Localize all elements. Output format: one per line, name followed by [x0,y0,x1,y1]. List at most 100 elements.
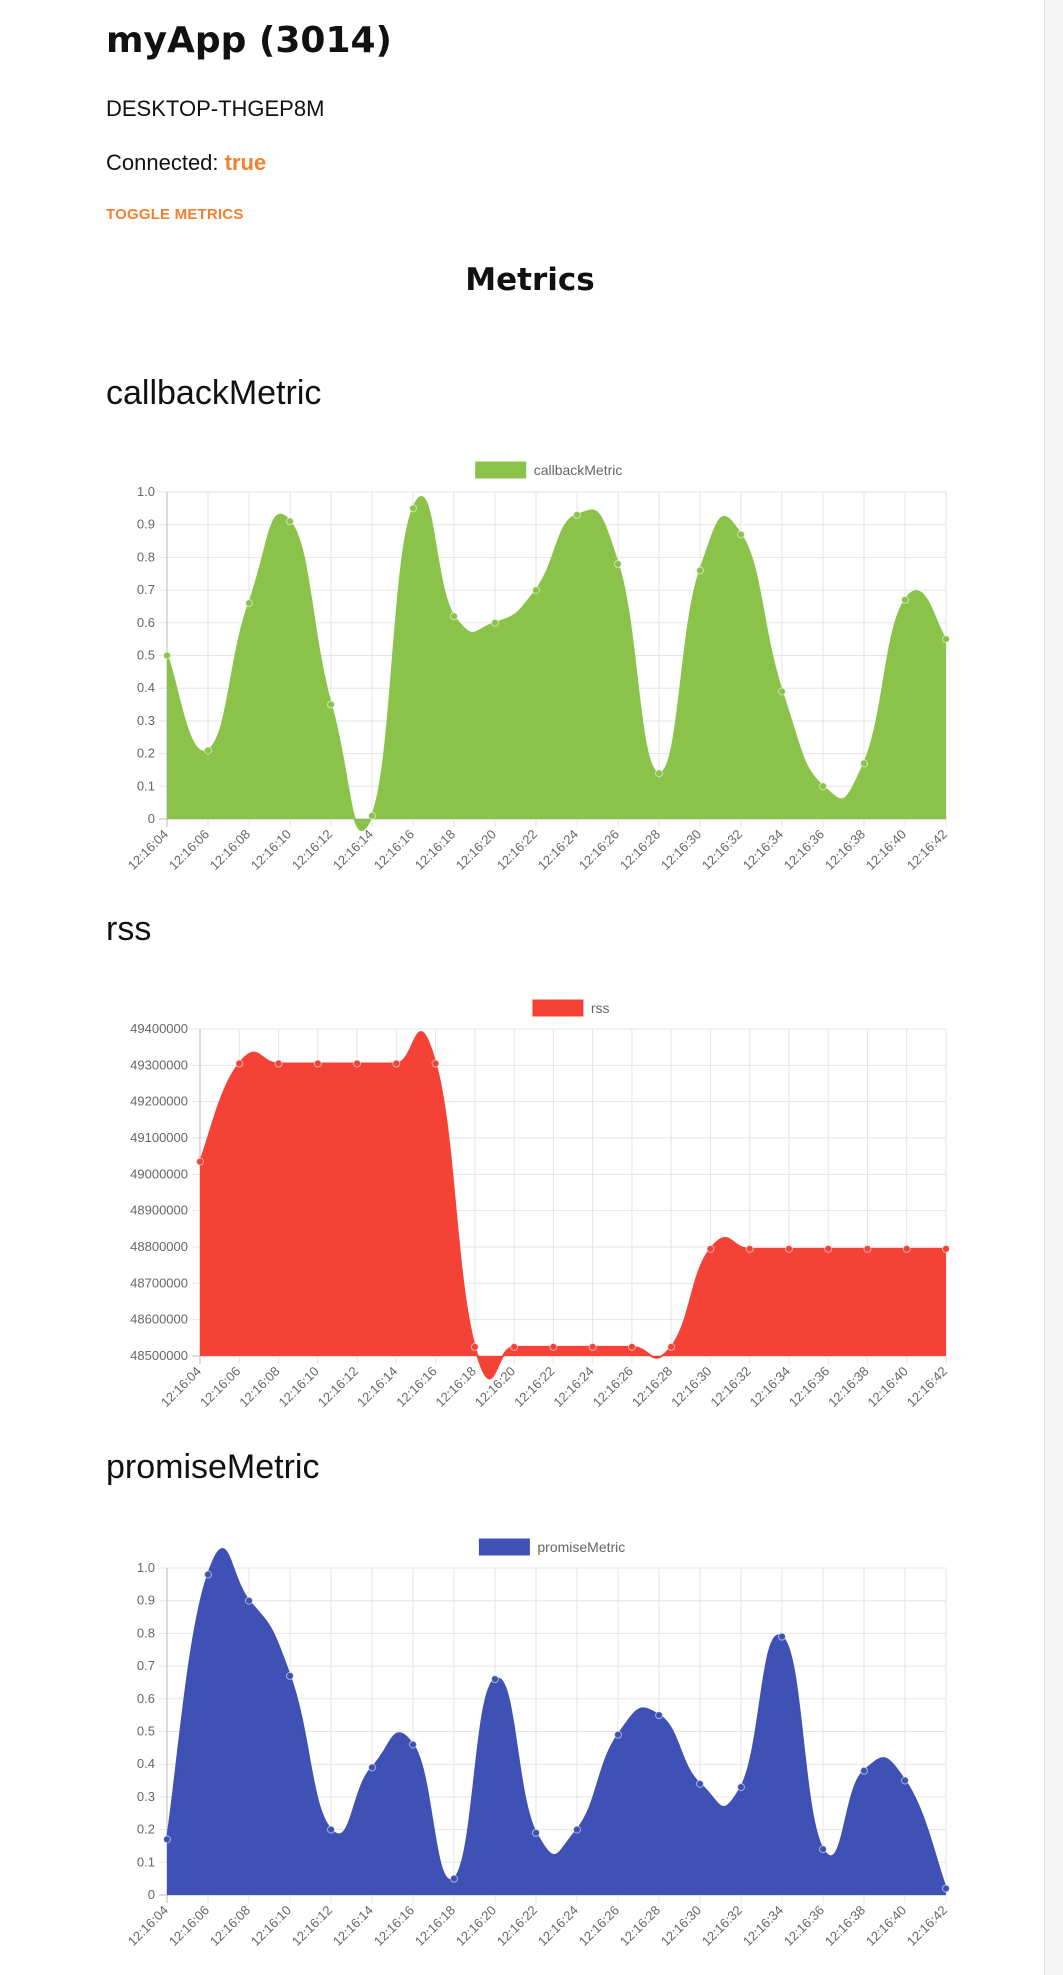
data-point [204,1570,212,1579]
x-tick-label: 12:16:40 [863,1903,909,1949]
x-tick-label: 12:16:42 [904,1364,950,1410]
data-point [286,1671,294,1680]
series-area [167,1549,946,1895]
legend-label: callbackMetric [534,462,623,478]
data-point [368,811,376,820]
rss-chart: rss 48500000 48600000 48700000 48800000 48900… [130,999,950,1410]
series-line [166,496,947,832]
x-tick-label: 12:16:16 [371,1903,417,1949]
x-tick-label: 12:16:28 [617,827,663,873]
x-tick-label: 12:16:32 [699,1903,745,1949]
x-tick-label: 12:16:06 [166,827,212,873]
x-tick-label: 12:16:20 [453,1903,499,1949]
data-point [532,1828,540,1837]
x-tick-label: 12:16:10 [248,827,294,873]
y-tick-label: 49000000 [130,1166,188,1181]
y-tick-label: 0.9 [137,517,155,532]
y-tick-label: 49400000 [130,1021,188,1036]
data-point [353,1059,362,1068]
x-tick-label: 12:16:18 [412,1903,458,1949]
series-area [167,497,946,831]
x-tick-label: 12:16:24 [535,1903,581,1949]
x-tick-label: 12:16:08 [236,1364,282,1410]
x-tick-label: 12:16:26 [590,1364,636,1410]
data-point [737,1783,745,1792]
callback-metric-chart: callbackMetric 0 0.1 0.2 0.3 0.4 0.5 0.6 0.7 0.8 0… [125,461,950,873]
y-tick-label: 48500000 [130,1348,188,1363]
x-tick-label: 12:16:42 [904,827,950,873]
x-tick-label: 12:16:34 [747,1364,793,1410]
data-point [901,595,909,604]
y-tick-label: 0.8 [137,1625,155,1640]
data-point [491,618,499,627]
data-point [409,1740,417,1749]
data-point [860,759,868,768]
data-point [745,1244,754,1253]
data-point [778,1632,786,1641]
y-tick-label: 49300000 [130,1057,188,1072]
x-tick-label: 12:16:40 [864,1364,910,1410]
legend-swatch [532,999,584,1017]
data-point [450,612,458,621]
connection-status: Connected: true [106,150,266,176]
x-tick-label: 12:16:36 [781,1903,827,1949]
x-tick-label: 12:16:30 [658,827,704,873]
x-tick-label: 12:16:34 [740,827,786,873]
metric-title-callback: callbackMetric [106,374,322,412]
data-point [163,1835,171,1844]
y-tick-label: 49200000 [130,1094,188,1109]
data-point [450,1874,458,1883]
data-point [588,1342,597,1351]
toggle-metrics-button[interactable]: TOGGLE METRICS [106,206,244,223]
data-point [860,1766,868,1775]
y-tick-label: 0.7 [137,582,155,597]
legend-swatch [478,1538,530,1556]
x-tick-label: 12:16:26 [576,827,622,873]
x-tick-label: 12:16:12 [315,1364,361,1410]
y-tick-label: 1.0 [137,484,155,499]
y-tick-label: 0.2 [137,746,155,761]
series-line [166,1548,947,1889]
data-point [778,687,786,696]
data-point [696,1779,704,1788]
y-tick-label: 0.4 [137,1756,155,1771]
data-point [274,1059,283,1068]
y-tick-label: 0.1 [137,1854,155,1869]
metric-title-promise: promiseMetric [106,1448,320,1486]
x-tick-label: 12:16:32 [707,1364,753,1410]
x-tick-label: 12:16:32 [699,827,745,873]
data-point [368,1763,376,1772]
metrics-heading: Metrics [465,262,595,298]
data-point [392,1059,401,1068]
x-tick-label: 12:16:18 [412,827,458,873]
x-tick-label: 12:16:12 [289,827,335,873]
y-tick-label: 0 [148,811,155,826]
vertical-scrollbar[interactable] [1044,0,1063,1975]
data-point [163,651,171,660]
x-tick-label: 12:16:14 [330,1903,376,1949]
data-point [667,1342,676,1351]
x-tick-label: 12:16:26 [576,1903,622,1949]
data-point [737,530,745,539]
x-tick-label: 12:16:10 [248,1903,294,1949]
y-tick-label: 0.3 [137,713,155,728]
y-tick-label: 48700000 [130,1275,188,1290]
legend-label: rss [591,1000,610,1016]
x-tick-label: 12:16:06 [166,1903,212,1949]
y-tick-label: 0.3 [137,1789,155,1804]
data-point [245,599,253,608]
data-point [819,1845,827,1854]
y-tick-label: 48600000 [130,1312,188,1327]
x-tick-label: 12:16:14 [354,1364,400,1410]
x-tick-label: 12:16:12 [289,1903,335,1949]
y-tick-label: 0.2 [137,1822,155,1837]
data-point [614,1730,622,1739]
x-tick-label: 12:16:04 [158,1364,204,1410]
data-point [627,1342,636,1351]
series-area [200,1032,946,1379]
x-tick-label: 12:16:34 [740,1903,786,1949]
data-point [655,769,663,778]
x-tick-label: 12:16:14 [330,827,376,873]
